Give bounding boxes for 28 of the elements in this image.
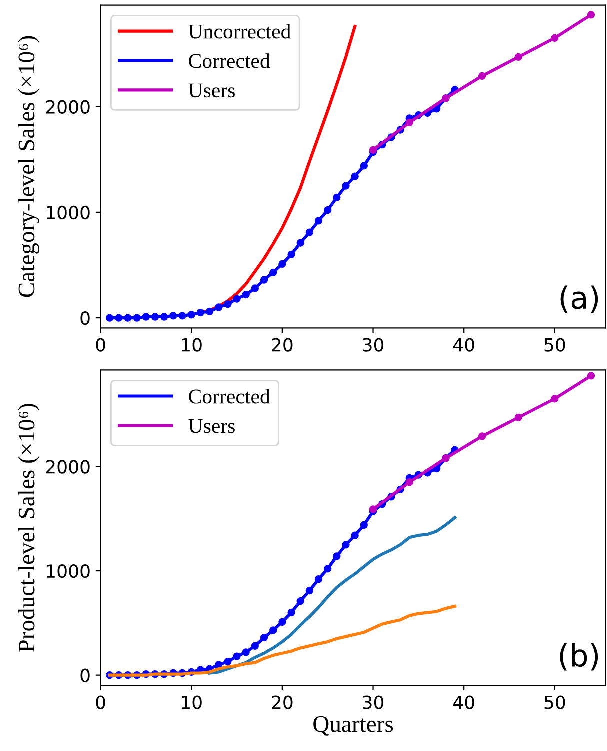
y-tick-label: 0 bbox=[80, 668, 90, 682]
x-axis-title: Quarters bbox=[314, 716, 394, 736]
x-tick-label: 30 bbox=[363, 338, 384, 352]
y-tick-label: 2000 bbox=[46, 460, 90, 474]
x-tick-label: 20 bbox=[272, 338, 293, 352]
y-tick-label: 0 bbox=[80, 312, 90, 326]
x-tick-label: 40 bbox=[453, 338, 474, 352]
x-tick-label: 30 bbox=[363, 696, 384, 710]
y-axis-title: Product-level Sales (×10⁶) bbox=[18, 404, 40, 652]
annotation: (b) bbox=[560, 643, 598, 671]
y-tick-label: 1000 bbox=[47, 206, 90, 220]
legend-label: Users bbox=[188, 84, 235, 98]
x-tick-label: 40 bbox=[453, 696, 474, 710]
annotation: (a) bbox=[560, 286, 598, 313]
x-tick-label: 0 bbox=[96, 696, 106, 710]
x-tick-label: 10 bbox=[182, 696, 202, 710]
y-axis-title: Category-level Sales (×10⁶) bbox=[18, 36, 40, 298]
legend-label: Users bbox=[188, 419, 235, 434]
x-tick-label: 20 bbox=[272, 696, 293, 710]
legend-label: Uncorrected bbox=[188, 24, 291, 39]
legend-label: Corrected bbox=[189, 54, 270, 68]
y-tick-label: 2000 bbox=[46, 100, 90, 114]
x-tick-label: 0 bbox=[96, 338, 106, 352]
x-tick-label: 10 bbox=[182, 338, 202, 352]
y-tick-label: 1000 bbox=[47, 564, 90, 578]
legend-label: Corrected bbox=[189, 389, 270, 404]
x-tick-label: 50 bbox=[544, 338, 566, 352]
x-tick-label: 50 bbox=[544, 696, 566, 710]
